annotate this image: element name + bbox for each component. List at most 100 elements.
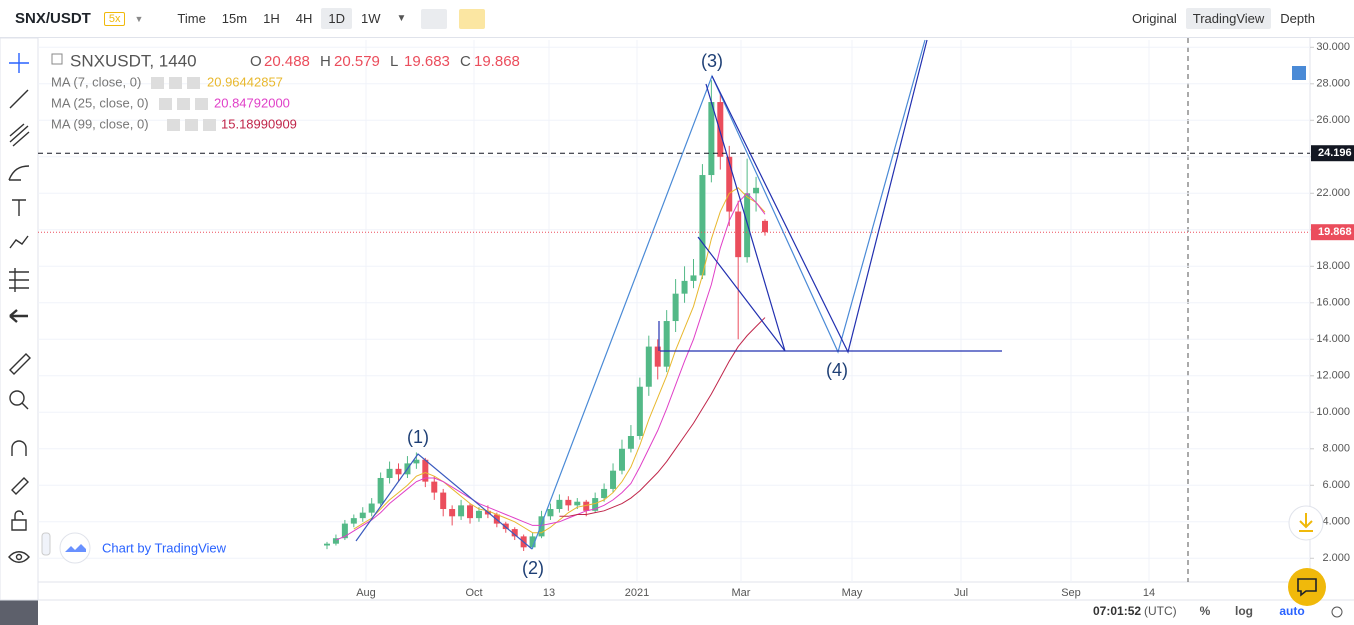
legend-collapse[interactable] <box>51 53 63 65</box>
candle-body <box>341 523 348 539</box>
interval[interactable]: 1H <box>263 11 280 26</box>
percent-button[interactable]: % <box>1200 604 1211 618</box>
ma-legend-button[interactable] <box>169 77 182 89</box>
candle-body <box>708 102 715 176</box>
wave-label: (1) <box>407 427 429 447</box>
ma-legend-name: MA (7, close, 0) <box>51 74 141 89</box>
ma-line <box>353 187 766 534</box>
candle-body <box>324 543 330 546</box>
indicator-button[interactable] <box>421 8 448 29</box>
ma-legend-value: 20.96442857 <box>207 74 283 89</box>
ohlc-label: O <box>250 53 262 70</box>
candle-body <box>395 468 402 475</box>
x-tick-label: Oct <box>465 587 482 599</box>
candle-body <box>726 156 733 212</box>
price-tag-label: 19.868 <box>1318 226 1352 238</box>
ma-legend-button[interactable] <box>151 77 164 89</box>
x-tick-label: 2021 <box>625 587 649 599</box>
wave-label: (4) <box>826 360 848 380</box>
x-tick-label: May <box>842 587 863 599</box>
candle-body <box>672 293 679 322</box>
y-tick-label: 10.000 <box>1316 406 1350 418</box>
ma-line <box>559 317 766 517</box>
clock: 07:01:52 <box>1093 604 1141 618</box>
template-button[interactable] <box>459 8 486 29</box>
interval[interactable]: 1D <box>321 8 352 29</box>
symbol-dropdown[interactable]: ▼ <box>134 13 144 24</box>
candle-body <box>547 509 554 517</box>
candle-body <box>663 321 670 367</box>
candle-body <box>556 499 563 510</box>
ohlc-label: L <box>390 53 398 70</box>
settings-button[interactable] <box>1331 606 1343 618</box>
candle-body <box>618 448 625 471</box>
ma-legend-button[interactable] <box>177 98 190 110</box>
ohlc-label: H <box>320 53 331 70</box>
x-tick-label: 14 <box>1143 587 1155 599</box>
price-tag-label: 24.196 <box>1318 147 1352 159</box>
watermark: Chart by TradingView <box>59 532 227 564</box>
price-tag <box>1311 145 1354 162</box>
chat-button[interactable] <box>1288 568 1326 606</box>
x-tick-label: Mar <box>732 587 751 599</box>
top-toolbar: SNX/USDT 5x ▼ Time 15m 1H 4H 1D 1W ▼ Ori… <box>0 0 1354 38</box>
candle-body <box>413 459 420 464</box>
tool-icons[interactable] <box>8 53 31 563</box>
candle-body <box>681 280 688 294</box>
side-handle[interactable] <box>41 532 51 556</box>
interval-dropdown[interactable]: ▼ <box>396 13 407 24</box>
ohlc-value: 20.579 <box>334 53 380 70</box>
candle-body <box>762 220 768 233</box>
view[interactable]: Depth <box>1280 11 1315 26</box>
candle-body <box>529 536 536 548</box>
x-tick-label: 13 <box>543 587 555 599</box>
candle-body <box>511 529 518 537</box>
y-tick-label: 16.000 <box>1316 297 1350 309</box>
download-icon <box>1299 513 1313 532</box>
candle-body <box>377 477 384 504</box>
ma-legend-button[interactable] <box>203 119 216 131</box>
candle-body <box>386 468 393 478</box>
interval[interactable]: Time <box>177 11 206 26</box>
log-button[interactable]: log <box>1235 604 1253 618</box>
interval[interactable]: 4H <box>295 11 313 26</box>
legend: SNXUSDT, 1440 O 20.488 H 20.579 L 19.683 C 19.8… <box>51 51 520 131</box>
scroll-button[interactable] <box>1292 66 1306 80</box>
view[interactable]: TradingView <box>1185 8 1272 29</box>
x-tick-label: Jul <box>954 587 968 599</box>
price-tag <box>1311 224 1354 241</box>
candle-body <box>359 512 366 519</box>
collapse-button[interactable] <box>0 600 38 625</box>
ma-legend-button[interactable] <box>195 98 208 110</box>
elliott-drawing <box>355 39 1002 550</box>
candle-body <box>690 275 697 281</box>
symbol[interactable]: SNX/USDT <box>15 10 91 27</box>
ma-legend-button[interactable] <box>167 119 180 131</box>
leverage[interactable]: 5x <box>103 11 126 26</box>
ma-legend-button[interactable] <box>185 119 198 131</box>
timezone[interactable]: (UTC) <box>1144 604 1177 618</box>
interval[interactable]: 1W <box>360 11 381 26</box>
ma-legend-button[interactable] <box>159 98 172 110</box>
ma-legend-name: MA (25, close, 0) <box>51 95 149 110</box>
ma-line <box>335 192 766 541</box>
view[interactable]: Original <box>1131 11 1177 26</box>
candle-body <box>449 509 456 517</box>
candle-body <box>440 492 447 510</box>
candle-body <box>475 510 482 519</box>
candle-body <box>583 501 590 511</box>
y-tick-label: 28.000 <box>1316 78 1350 90</box>
candle-body <box>565 499 572 506</box>
legend-symbol: SNXUSDT, 1440 <box>70 51 197 70</box>
auto-button[interactable]: auto <box>1279 604 1304 618</box>
watermark-text: Chart by TradingView <box>102 540 227 555</box>
candle-body <box>654 346 661 367</box>
interval[interactable]: 15m <box>221 11 248 26</box>
x-tick-label: Aug <box>356 587 376 599</box>
y-tick-label: 4.000 <box>1322 516 1350 528</box>
y-tick-label: 2.000 <box>1322 552 1350 564</box>
candle-body <box>350 518 357 524</box>
ma-legend-button[interactable] <box>187 77 200 89</box>
